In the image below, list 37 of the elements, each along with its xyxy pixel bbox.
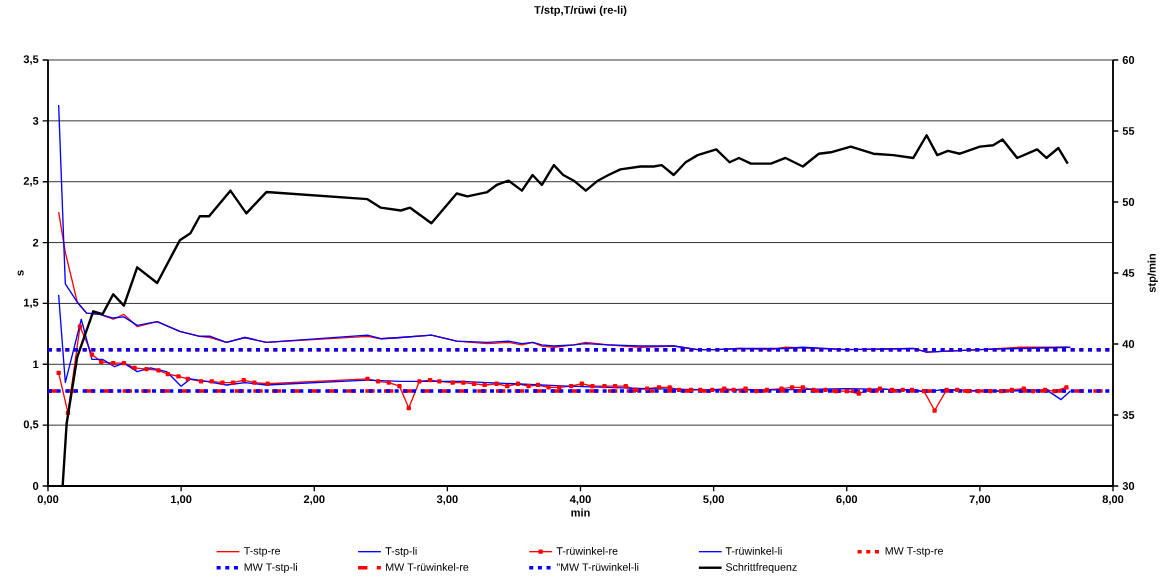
x-tick-label: 7,00 (969, 495, 991, 505)
x-tick-label: 3,00 (436, 495, 458, 505)
legend-label: T-stp-re (244, 547, 281, 557)
legend-label: "MW T-rüwinkel-li (556, 563, 639, 571)
legend-label: T-stp-li (385, 546, 417, 557)
x-axis-title: min (571, 508, 590, 517)
y2-axis-title: stp/min (1147, 254, 1158, 293)
legend-label: MW T-stp-li (244, 563, 297, 573)
x-tick-label: 2,00 (303, 495, 325, 505)
y2-tick-label: 55 (1122, 127, 1135, 135)
x-tick-label: 4,00 (569, 495, 591, 505)
x-tick-label: 5,00 (703, 495, 724, 505)
x-tick-label: 6,00 (836, 495, 858, 505)
y-tick-label: 0,5 (23, 420, 39, 430)
y2-tick-label: 60 (1122, 56, 1135, 64)
y-tick-label: 1 (33, 360, 39, 369)
chart-title: T/stp,T/rüwi (re-li) (534, 5, 627, 17)
y-tick-label: 2 (32, 238, 39, 247)
x-tick-label: 0,00 (37, 495, 59, 505)
y2-tick-label: 45 (1122, 269, 1135, 277)
y-tick-label: 1,5 (24, 298, 39, 309)
y-tick-label: 2,5 (23, 177, 39, 187)
y-tick-label: 3,5 (23, 55, 39, 65)
legend-label: Schrittfrequenz (725, 563, 797, 573)
legend-label: MW T-rüwinkel-re (386, 563, 469, 571)
x-tick-label: 1,00 (171, 495, 192, 505)
y2-tick-label: 50 (1122, 198, 1135, 206)
y2-tick-label: 35 (1122, 411, 1135, 419)
legend-label: MW T-stp-re (885, 547, 943, 557)
x-tick-label: 8,00 (1102, 495, 1124, 505)
y-tick-label: 0 (33, 482, 39, 490)
legend-label: T-rüwinkel-re (556, 546, 618, 555)
y-axis-title: s (17, 270, 24, 276)
y2-tick-label: 30 (1122, 482, 1135, 490)
y2-tick-label: 40 (1122, 340, 1135, 348)
y-tick-label: 3 (32, 116, 39, 125)
legend-label: T-rüwinkel-li (725, 546, 782, 555)
